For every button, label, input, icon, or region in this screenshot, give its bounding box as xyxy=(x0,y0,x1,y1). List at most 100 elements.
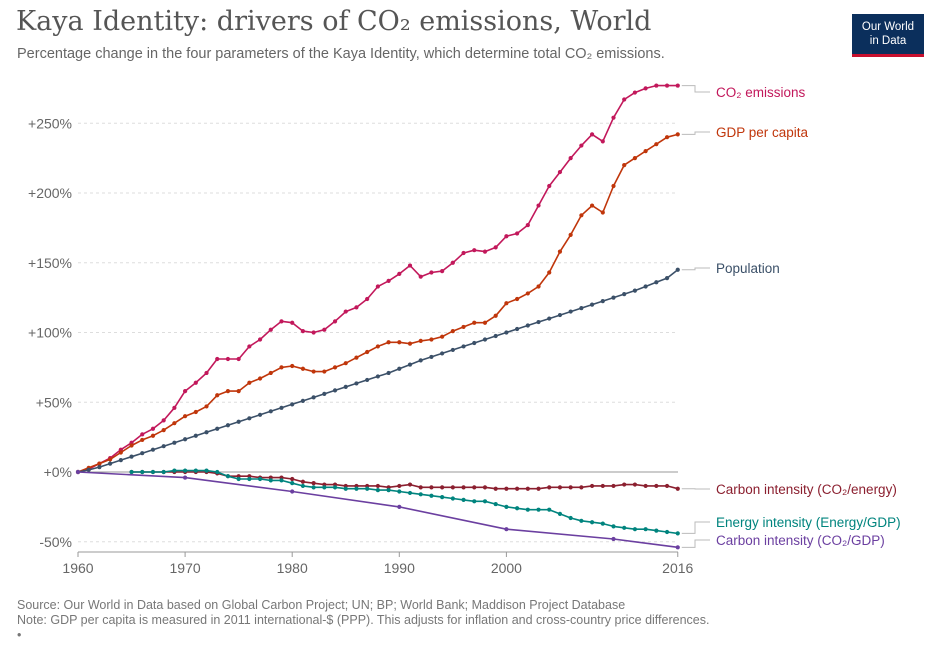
population-point xyxy=(322,391,327,396)
carbon-intensity-energy-point xyxy=(407,482,413,487)
carbon-intensity-energy-line[interactable] xyxy=(131,471,679,490)
co2-emissions-point xyxy=(386,278,391,283)
gdp-per-capita-point xyxy=(322,369,327,374)
co2-emissions-point xyxy=(236,356,241,362)
carbon-intensity-energy-point xyxy=(375,483,380,489)
co2-emissions-label[interactable]: CO₂ emissions xyxy=(716,85,806,100)
x-tick-label: 1990 xyxy=(384,560,415,576)
carbon-intensity-energy-point xyxy=(300,479,306,484)
y-axis: -50% +0% +50% +100% +150% +200% +250% xyxy=(28,115,72,550)
energy-intensity-line[interactable] xyxy=(131,469,678,535)
co2-emissions-point xyxy=(332,319,338,324)
carbon-intensity-gdp-line[interactable] xyxy=(77,471,678,549)
gdp-per-capita-point xyxy=(332,365,338,370)
co2-emissions-point xyxy=(536,203,541,208)
gdp-per-capita-line[interactable] xyxy=(77,133,679,473)
carbon-intensity-energy-point xyxy=(622,482,627,487)
energy-intensity-point xyxy=(236,476,241,482)
gdp-per-capita-point xyxy=(675,132,680,137)
gdp-per-capita-point xyxy=(579,213,584,218)
x-tick-label: 1970 xyxy=(170,560,201,576)
owid-logo[interactable]: Our World in Data xyxy=(852,14,924,57)
carbon-intensity-energy-point xyxy=(675,486,680,491)
gdp-per-capita-point xyxy=(290,363,295,369)
y-tick-label: +150% xyxy=(28,255,72,271)
gdp-per-capita-point xyxy=(386,340,391,345)
co2-emissions-point xyxy=(525,222,530,228)
population-point xyxy=(236,419,241,424)
population-point xyxy=(86,467,91,473)
logo-line-1: Our World xyxy=(861,21,915,33)
gdp-per-capita-point xyxy=(311,369,316,374)
carbon-intensity-energy-point xyxy=(568,485,573,490)
chart-subtitle: Percentage change in the four parameters… xyxy=(17,46,665,62)
gdp-per-capita-point xyxy=(118,450,123,455)
energy-intensity-point xyxy=(354,486,359,491)
energy-intensity-point xyxy=(332,485,338,490)
energy-intensity-point xyxy=(418,492,423,497)
co2-emissions-point xyxy=(257,337,263,342)
co2-emissions-point xyxy=(215,356,220,362)
carbon-intensity-energy-point xyxy=(429,485,434,490)
population-point xyxy=(654,280,659,285)
gdp-per-capita-point xyxy=(375,344,380,349)
carbon-intensity-energy-point xyxy=(611,483,616,489)
population-point xyxy=(129,454,134,459)
carbon-intensity-energy-point xyxy=(525,486,530,491)
co2-emissions-point xyxy=(440,269,445,274)
population-point xyxy=(493,333,498,339)
co2-emissions-line[interactable] xyxy=(77,84,678,473)
co2-emissions-point xyxy=(161,418,166,423)
energy-intensity-point xyxy=(150,469,156,475)
population-point xyxy=(150,447,156,452)
x-tick-label: 2000 xyxy=(491,560,522,576)
energy-intensity-point xyxy=(622,525,627,530)
energy-intensity-point xyxy=(472,499,477,504)
gdp-per-capita-point xyxy=(632,156,638,161)
carbon-intensity-energy-label[interactable]: Carbon intensity (CO₂/energy) xyxy=(716,482,897,497)
gdp-per-capita-point xyxy=(183,414,188,419)
gdp-per-capita-point xyxy=(397,340,402,345)
gdp-per-capita-point xyxy=(547,270,552,275)
energy-intensity-point xyxy=(140,469,145,475)
population-point xyxy=(108,461,113,466)
co2-emissions-point xyxy=(664,83,670,88)
carbon-intensity-gdp-label[interactable]: Carbon intensity (CO₂/GDP) xyxy=(716,533,885,548)
co2-emissions-point xyxy=(268,327,273,332)
co2-emissions-point xyxy=(600,139,605,144)
gdp-per-capita-point xyxy=(204,404,209,409)
y-tick-label: +0% xyxy=(44,464,72,480)
energy-intensity-point xyxy=(129,469,134,475)
carbon-intensity-energy-point xyxy=(515,486,520,491)
population-point xyxy=(365,377,370,383)
co2-emissions-point xyxy=(418,274,423,279)
co2-emissions-point xyxy=(589,132,595,137)
gdp-per-capita-point xyxy=(589,203,595,208)
co2-emissions-point xyxy=(515,231,520,236)
co2-emissions-point xyxy=(322,327,327,332)
energy-intensity-label[interactable]: Energy intensity (Energy/GDP) xyxy=(716,515,901,530)
source-note: Source: Our World in Data based on Globa… xyxy=(17,598,626,612)
carbon-intensity-energy-point xyxy=(654,483,659,489)
co2-emissions-point xyxy=(204,370,209,376)
population-label[interactable]: Population xyxy=(716,261,780,276)
population-line[interactable] xyxy=(77,269,679,473)
co2-emissions-point xyxy=(311,330,316,335)
chart-title: Kaya Identity: drivers of CO₂ emissions,… xyxy=(16,6,652,37)
population-point xyxy=(568,309,573,314)
carbon-intensity-energy-point xyxy=(418,485,423,490)
energy-intensity-point xyxy=(365,486,370,491)
gdp-per-capita-label[interactable]: GDP per capita xyxy=(716,125,809,140)
co2-emissions-point xyxy=(579,143,584,148)
population-point xyxy=(547,316,552,321)
energy-intensity-point xyxy=(611,524,616,529)
co2-emissions-point xyxy=(247,344,252,349)
gdp-per-capita-point xyxy=(150,433,156,438)
energy-intensity-point xyxy=(600,521,605,526)
x-tick-label: 1960 xyxy=(62,560,93,576)
energy-intensity-point xyxy=(536,507,541,512)
energy-intensity-point xyxy=(257,476,263,482)
population-point xyxy=(461,344,466,349)
carbon-intensity-energy-point xyxy=(472,485,477,490)
footer-bullet: • xyxy=(17,628,22,642)
